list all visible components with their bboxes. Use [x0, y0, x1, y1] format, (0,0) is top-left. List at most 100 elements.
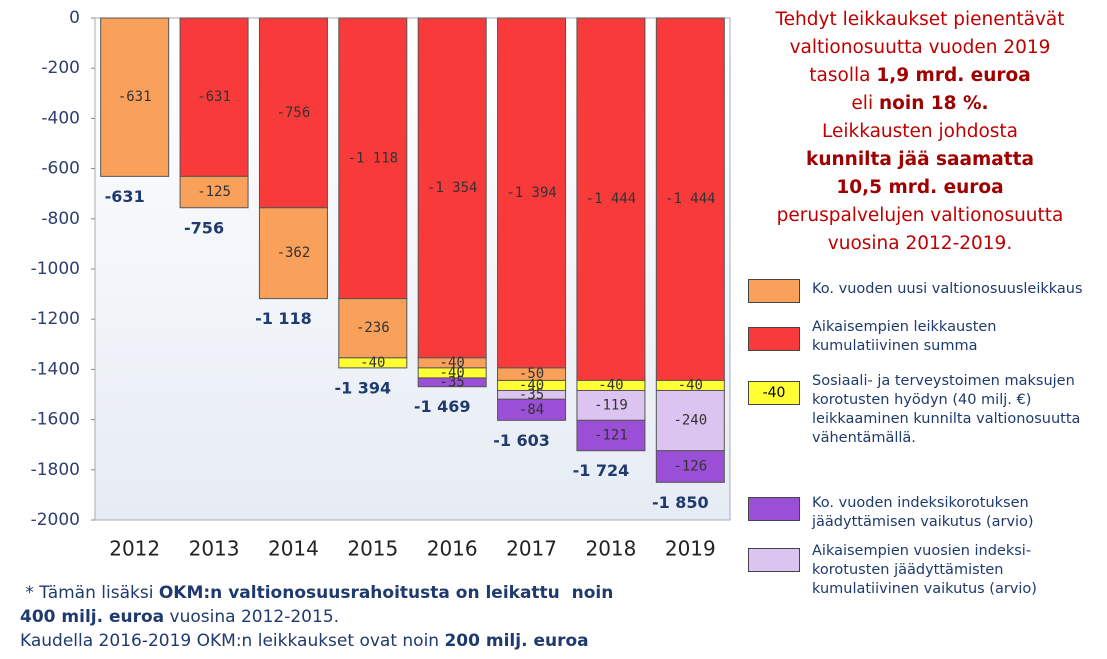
bar-segment	[576, 389, 646, 421]
text-run: 1,9 mrd. euroa	[876, 65, 1031, 86]
text-run: valtionosuutta vuoden 2019	[789, 37, 1051, 58]
text-run: tasolla	[809, 65, 877, 86]
text-line: Leikkausten johdosta	[735, 118, 1105, 146]
y-tick-label: -1400	[31, 359, 80, 379]
bar-segment	[497, 398, 567, 421]
text-run: peruspalvelujen valtionosuutta	[776, 205, 1064, 226]
bar-segment	[655, 450, 725, 483]
bar-segment	[655, 389, 725, 452]
bar-segment	[417, 17, 487, 359]
bar-segment	[258, 207, 328, 300]
text-line: Kaudella 2016-2019 OKM:n leikkaukset ova…	[20, 629, 613, 653]
bar-segment	[655, 17, 725, 381]
total-label: -1 850	[652, 493, 709, 512]
bar-segment	[576, 17, 646, 381]
segment-label: -40	[360, 355, 385, 371]
text-run: vuosina 2012-2019.	[827, 233, 1013, 254]
segment-label: -40	[440, 365, 465, 381]
total-label: -1 724	[573, 461, 630, 480]
text-line: 400 milj. euroa vuosina 2012-2015.	[20, 605, 613, 629]
text-line: * Tämän lisäksi OKM:n valtionosuusrahoit…	[20, 581, 613, 605]
segment-label: -631	[197, 89, 231, 105]
text-line: vuosina 2012-2019.	[735, 230, 1105, 258]
segment-label: -362	[277, 245, 311, 261]
bar-segment	[179, 175, 249, 209]
text-run: 200 milj. euroa	[444, 631, 589, 651]
bar-segment	[100, 17, 170, 177]
segment-label: -40	[440, 355, 465, 371]
segment-label: -756	[277, 105, 311, 121]
text-run: Tehdyt leikkaukset pienentävät	[775, 9, 1065, 30]
segment-label: -240	[673, 413, 707, 429]
segment-label: -1 118	[348, 150, 399, 166]
segment-label: -50	[519, 366, 544, 382]
text-line: kunnilta jää saamatta	[735, 146, 1105, 174]
text-run: eli	[851, 93, 879, 114]
legend-swatch	[748, 497, 800, 521]
bar-segment	[338, 17, 408, 300]
text-run: vuosina 2012-2015.	[164, 607, 340, 627]
bar-segment	[497, 17, 567, 369]
legend-swatch	[748, 279, 800, 303]
segment-label: -125	[197, 184, 231, 200]
segment-label: -126	[673, 459, 707, 475]
bar-segment	[258, 17, 328, 209]
footnote: * Tämän lisäksi OKM:n valtionosuusrahoit…	[20, 581, 613, 653]
x-tick-label: 2015	[347, 537, 398, 561]
chart: 0 -200 -400 -600 -800 -1000 -1200 -1400 -1600 -18…	[31, 8, 731, 561]
text-line: 10,5 mrd. euroa	[735, 174, 1105, 202]
bar-segment	[576, 419, 646, 452]
text-run: Kaudella 2016-2019 OKM:n leikkaukset ova…	[20, 631, 445, 651]
text-run: 400 milj. euroa	[20, 607, 165, 627]
y-tick-label: 0	[69, 8, 80, 28]
text-line: Tehdyt leikkaukset pienentävät	[735, 6, 1105, 34]
legend-label: Aikaisempien vuosien indeksi-korotusten …	[812, 543, 1037, 597]
y-tick-label: -2000	[31, 510, 80, 530]
x-tick-label: 2014	[268, 537, 319, 561]
segment-label: -40	[598, 377, 623, 393]
total-label: -1 469	[414, 397, 471, 416]
x-tick-label: 2018	[585, 537, 636, 561]
legend-label: Ko. vuoden uusi valtionosuusleikkaus	[812, 281, 1083, 297]
text-line: tasolla 1,9 mrd. euroa	[735, 62, 1105, 90]
text-line: valtionosuutta vuoden 2019	[735, 34, 1105, 62]
segment-label: -1 354	[427, 180, 478, 196]
annotation: Tehdyt leikkaukset pienentävät valtionosu…	[735, 6, 1105, 258]
segment-label: -35	[440, 374, 465, 390]
x-tick-label: 2016	[427, 537, 478, 561]
y-tick-label: -800	[41, 209, 80, 229]
y-tick-label: -600	[41, 159, 80, 179]
bar-segment	[417, 377, 487, 388]
text-run: 10,5 mrd. euroa	[836, 177, 1004, 198]
text-run: noin 18 %.	[878, 93, 989, 114]
segment-label: -1 444	[665, 191, 716, 207]
x-tick-label: 2017	[506, 537, 557, 561]
bar-segment	[338, 357, 408, 369]
text-run: OKM:n valtionosuusrahoitusta on leikattu…	[158, 583, 614, 603]
text-run: Leikkausten johdosta	[821, 121, 1019, 142]
y-tick-label: -1600	[31, 410, 80, 430]
legend-swatch	[748, 327, 800, 351]
y-tick-label: -1800	[31, 460, 80, 480]
x-tick-label: 2019	[665, 537, 716, 561]
y-tick-label: -1000	[31, 259, 80, 279]
bar-segment	[338, 298, 408, 359]
y-tick-label: -200	[41, 58, 80, 78]
text-run: kunnilta jää saamatta	[806, 149, 1034, 170]
legend-label: Sosiaali- ja terveystoimen maksujen koro…	[812, 373, 1081, 446]
total-label: -631	[105, 187, 145, 206]
segment-label: -1 444	[586, 191, 637, 207]
segment-label: -631	[118, 89, 152, 105]
text-line: peruspalvelujen valtionosuutta	[735, 202, 1105, 230]
legend-swatch	[748, 548, 800, 572]
legend-label: Ko. vuoden indeksikorotuksen jäädyttämis…	[812, 495, 1034, 530]
total-label: -1 394	[334, 378, 391, 397]
segment-label: -119	[594, 397, 628, 413]
segment-label: -40	[519, 377, 544, 393]
x-tick-label: 2013	[189, 537, 240, 561]
y-tick-label: -1200	[31, 309, 80, 329]
segment-label: -121	[594, 428, 628, 444]
segment-label: -1 394	[506, 185, 557, 201]
y-tick-label: -400	[41, 108, 80, 128]
